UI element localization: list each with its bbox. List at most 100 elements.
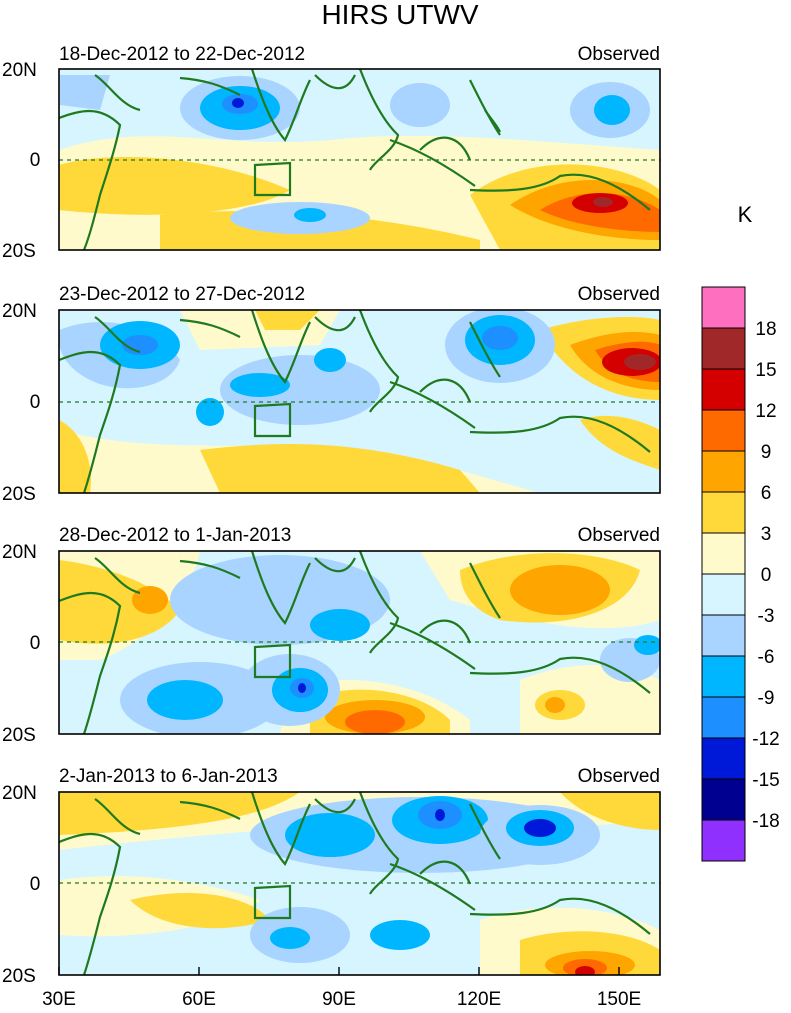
colorbar-label: -18 (752, 811, 779, 832)
warm-anomaly-peak (575, 966, 595, 975)
cold-anomaly-core (122, 335, 158, 355)
y-tick-label: 20N (2, 301, 37, 322)
warm-anomaly-core (132, 586, 168, 614)
x-tick-label: 30E (42, 989, 76, 1010)
x-tick-label: 60E (182, 989, 216, 1010)
y-tick-label: 0 (30, 874, 41, 895)
warm-anomaly-patch (59, 420, 91, 493)
colorbar-swatch (701, 737, 746, 780)
colorbar-swatch (701, 368, 746, 411)
cold-anomaly-peak (232, 98, 244, 108)
y-tick-label: 20N (2, 542, 37, 563)
panel-observed-label: Observed (578, 525, 660, 546)
map-panel-3: 28-Dec-2012 to 1-Jan-2013 Observed 20N 0… (2, 525, 661, 746)
study-region-box (253, 161, 292, 197)
warm-anomaly-core (510, 565, 610, 615)
map-frame (58, 791, 661, 976)
colorbar-label: 15 (755, 360, 776, 381)
colorbar-swatch (701, 573, 746, 616)
warm-anomaly-patch (560, 792, 660, 830)
warm-anomaly-patch (255, 310, 320, 330)
cold-anomaly-core (594, 95, 630, 125)
y-tick-label: 20N (2, 783, 37, 804)
cold-anomaly-core (285, 813, 375, 857)
y-tick-label: 0 (30, 633, 41, 654)
study-region-box (253, 643, 292, 679)
colorbar-swatch (701, 491, 746, 534)
x-tick-label: 120E (457, 989, 501, 1010)
colorbar-swatch (701, 327, 746, 370)
field-4 (59, 792, 660, 975)
cold-anomaly-core (314, 348, 346, 372)
y-tick-label: 20N (2, 60, 37, 81)
panel-observed-label: Observed (578, 766, 660, 787)
cold-anomaly-core (524, 819, 556, 837)
warm-anomaly-patch (580, 415, 660, 470)
field-3 (59, 551, 660, 734)
field-2 (59, 310, 660, 493)
colorbar-swatch (701, 409, 746, 452)
y-tick-label: 20S (2, 725, 36, 746)
map-frame (58, 309, 661, 494)
cold-anomaly-peak (435, 809, 445, 821)
coastlines-4 (58, 791, 651, 976)
warm-anomaly-patch (59, 560, 180, 644)
map-panel-2: 23-Dec-2012 to 27-Dec-2012 Observed 20N … (2, 284, 661, 505)
y-tick-label: 0 (30, 150, 41, 171)
colorbar-label: -6 (758, 647, 775, 668)
study-region-box (253, 884, 292, 920)
cold-anomaly-core (310, 609, 370, 641)
x-axis (58, 967, 620, 975)
map-frame (58, 68, 661, 251)
warm-anomaly-peak (624, 354, 656, 370)
cold-anomaly-region (390, 83, 450, 127)
positive-anomaly-patch (59, 157, 290, 215)
colorbar-units: K (738, 202, 753, 227)
study-region-box (253, 402, 292, 438)
colorbar-label: -3 (758, 606, 775, 627)
positive-anomaly-patch (60, 75, 110, 110)
colorbar-swatch (701, 696, 746, 739)
cold-anomaly-core (230, 373, 290, 397)
colorbar-swatch (701, 450, 746, 493)
warm-anomaly-core (345, 710, 405, 734)
field-1 (59, 69, 660, 250)
panel-period-label: 23-Dec-2012 to 27-Dec-2012 (59, 284, 305, 305)
panel-period-label: 28-Dec-2012 to 1-Jan-2013 (59, 525, 291, 546)
cold-anomaly-core (270, 927, 310, 949)
colorbar-swatch (701, 614, 746, 657)
map-panel-1: 18-Dec-2012 to 22-Dec-2012 Observed 20N … (2, 44, 661, 262)
colorbar-swatch (701, 655, 746, 698)
cold-anomaly-core (147, 680, 223, 720)
cold-anomaly-core (482, 326, 518, 350)
cold-anomaly-core (294, 208, 326, 222)
coastlines-2 (58, 309, 651, 494)
colorbar-label: 6 (761, 483, 772, 504)
colorbar-label: -15 (752, 770, 779, 791)
colorbar-label: 12 (755, 401, 776, 422)
warm-anomaly-peak (593, 197, 613, 207)
map-frame (58, 550, 661, 735)
y-tick-label: 20S (2, 484, 36, 505)
map-panel-4: 2-Jan-2013 to 6-Jan-2013 Observed 20N 0 … (2, 766, 661, 987)
cold-anomaly-core (196, 398, 224, 426)
warm-anomaly-patch (200, 444, 480, 493)
warm-anomaly-patch (130, 892, 270, 929)
panel-observed-label: Observed (578, 44, 660, 65)
colorbar-label: 18 (755, 319, 776, 340)
warm-anomaly-core (545, 697, 565, 713)
cold-anomaly-core (634, 635, 660, 655)
cold-anomaly-region (220, 355, 380, 425)
colorbar-swatch (701, 532, 746, 575)
colorbar-label: -9 (758, 688, 775, 709)
colorbar-label: 3 (761, 524, 772, 545)
colorbar-swatch (701, 286, 746, 329)
coastlines-1 (58, 68, 651, 251)
y-tick-label: 20S (2, 966, 36, 987)
colorbar-swatch (701, 778, 746, 821)
cold-anomaly-core (370, 920, 430, 950)
panel-period-label: 2-Jan-2013 to 6-Jan-2013 (59, 766, 278, 787)
panel-period-label: 18-Dec-2012 to 22-Dec-2012 (59, 44, 305, 65)
x-tick-label: 150E (597, 989, 641, 1010)
